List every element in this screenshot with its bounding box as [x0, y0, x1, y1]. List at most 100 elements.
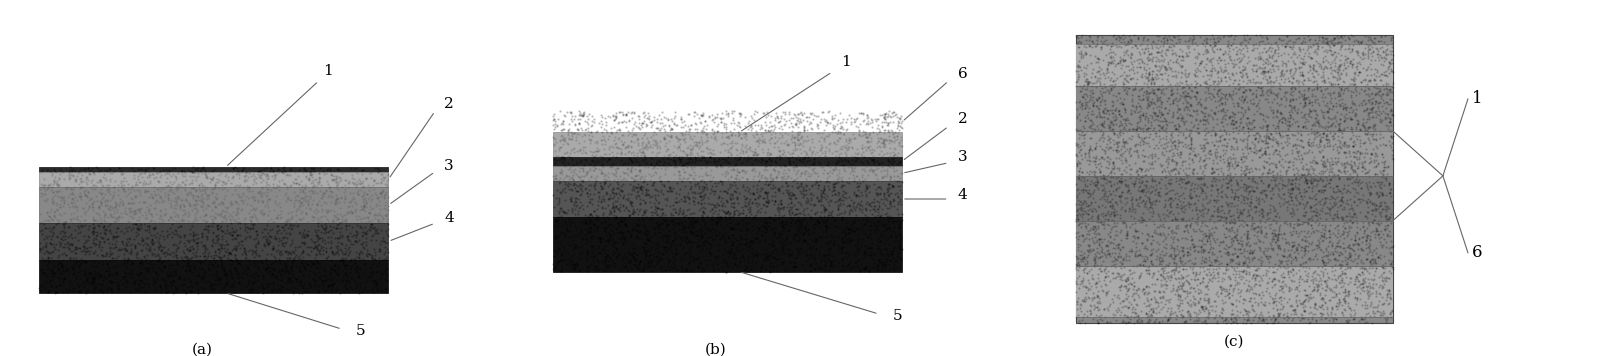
Point	[780, 263, 806, 269]
Point	[1170, 54, 1196, 60]
Point	[750, 223, 775, 229]
Point	[98, 203, 124, 209]
Point	[140, 276, 165, 281]
Point	[1210, 114, 1236, 120]
Point	[860, 119, 886, 125]
Point	[1168, 205, 1194, 211]
Point	[276, 242, 302, 247]
Point	[1107, 300, 1133, 306]
Point	[703, 254, 729, 260]
Point	[560, 246, 586, 251]
Point	[831, 208, 857, 213]
Point	[857, 116, 883, 121]
Point	[631, 178, 656, 184]
Point	[1359, 131, 1385, 137]
Point	[1074, 284, 1099, 290]
Point	[279, 250, 305, 255]
Point	[1122, 70, 1148, 76]
Point	[820, 150, 846, 156]
Point	[804, 236, 830, 241]
Point	[160, 205, 186, 211]
Point	[1250, 316, 1276, 322]
Point	[1067, 117, 1093, 123]
Point	[1193, 317, 1218, 323]
Point	[886, 127, 912, 133]
Point	[1371, 98, 1396, 103]
Point	[677, 111, 703, 117]
Point	[581, 119, 607, 124]
Point	[639, 261, 664, 266]
Point	[302, 208, 327, 214]
Point	[631, 263, 656, 269]
Point	[1066, 135, 1091, 141]
Point	[101, 168, 127, 174]
Point	[47, 252, 72, 258]
Point	[735, 201, 761, 206]
Point	[1353, 239, 1379, 244]
Point	[1331, 313, 1356, 318]
Point	[124, 248, 149, 254]
Point	[1197, 187, 1223, 193]
Point	[1310, 153, 1335, 159]
Point	[1323, 173, 1348, 179]
Point	[1071, 258, 1096, 263]
Point	[1168, 192, 1194, 198]
Point	[1276, 285, 1302, 291]
Point	[581, 154, 607, 160]
Point	[681, 210, 706, 216]
Point	[335, 184, 361, 190]
Point	[1095, 178, 1120, 184]
Point	[1278, 107, 1303, 112]
Point	[559, 147, 584, 153]
Point	[1167, 293, 1193, 299]
Point	[1085, 55, 1111, 61]
Point	[1133, 88, 1159, 94]
Point	[297, 272, 323, 277]
Point	[846, 131, 872, 137]
Point	[1099, 54, 1125, 60]
Point	[748, 175, 774, 180]
Point	[737, 209, 762, 214]
Point	[759, 171, 785, 177]
Point	[733, 134, 759, 139]
Point	[570, 202, 595, 208]
Point	[608, 146, 634, 152]
Point	[863, 190, 889, 195]
Point	[1075, 78, 1101, 83]
Point	[701, 191, 727, 197]
Point	[740, 227, 766, 233]
Point	[109, 182, 135, 188]
Point	[220, 229, 246, 234]
Point	[1107, 36, 1133, 41]
Point	[1225, 282, 1250, 287]
Point	[1306, 273, 1332, 278]
Point	[217, 257, 242, 262]
Point	[177, 211, 202, 217]
Point	[1353, 100, 1379, 106]
Point	[332, 248, 358, 253]
Point	[50, 237, 75, 243]
Point	[1218, 33, 1244, 39]
Point	[258, 173, 284, 178]
Point	[233, 193, 258, 199]
Point	[1263, 63, 1289, 69]
Point	[1096, 90, 1122, 96]
Point	[1143, 116, 1168, 121]
Point	[743, 251, 769, 257]
Point	[1298, 239, 1324, 245]
Point	[1306, 220, 1332, 225]
Point	[1125, 152, 1151, 158]
Point	[1361, 121, 1387, 126]
Point	[90, 183, 116, 189]
Point	[246, 190, 271, 196]
Point	[132, 169, 157, 175]
Point	[204, 263, 230, 268]
Point	[717, 210, 743, 215]
Point	[270, 166, 295, 171]
Point	[1302, 229, 1327, 235]
Point	[1101, 129, 1127, 134]
Point	[1342, 83, 1367, 88]
Point	[307, 241, 332, 246]
Point	[205, 226, 231, 232]
Point	[1332, 150, 1358, 155]
